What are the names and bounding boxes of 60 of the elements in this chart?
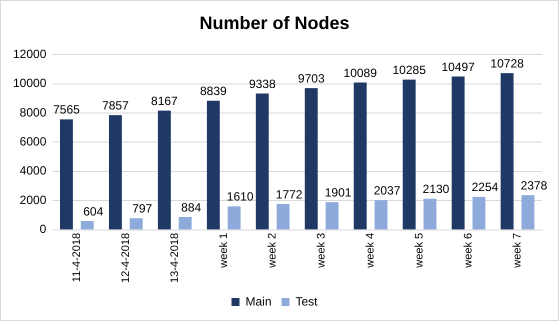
bar <box>178 216 192 230</box>
bar <box>424 198 436 230</box>
data-label: 7857 <box>102 98 130 112</box>
x-tick-label: week 6 <box>462 232 475 269</box>
data-label: 1901 <box>324 185 352 200</box>
data-label: 2130 <box>422 182 450 196</box>
bar <box>256 93 269 230</box>
bar <box>354 82 367 230</box>
y-tick-label: 12000 <box>12 46 47 61</box>
data-label: 10089 <box>344 66 378 80</box>
data-label: 7565 <box>53 102 80 117</box>
y-tick-label: 0 <box>40 222 47 236</box>
bar <box>472 196 486 230</box>
bar <box>304 88 318 230</box>
data-label: 2378 <box>520 178 548 192</box>
y-tick-label: 2000 <box>20 192 47 207</box>
data-label: 10728 <box>490 56 524 70</box>
y-tick-label: 4000 <box>20 164 47 178</box>
data-label: 1610 <box>226 190 254 204</box>
legend-label: Test <box>296 294 318 308</box>
bar <box>206 100 220 230</box>
data-label: 8167 <box>151 94 178 108</box>
x-tick-label: 13-4-2018 <box>168 232 181 284</box>
data-label: 8839 <box>200 84 228 98</box>
x-tick-label: week 5 <box>414 232 426 269</box>
y-tick-label: 10000 <box>12 76 47 90</box>
y-tick-label: 6000 <box>20 134 47 149</box>
bar <box>500 73 514 230</box>
x-tick-label: 12-4-2018 <box>120 232 132 284</box>
bar <box>374 200 388 230</box>
data-label: 1772 <box>276 187 303 202</box>
bar <box>228 206 241 230</box>
bar <box>452 76 465 230</box>
data-label: 2037 <box>374 183 401 198</box>
data-label: 797 <box>132 202 153 216</box>
data-label: 9703 <box>298 71 325 86</box>
bar <box>402 80 416 230</box>
bar <box>60 119 73 230</box>
data-label: 9338 <box>248 76 276 91</box>
data-label: 10497 <box>441 60 476 74</box>
data-label: 604 <box>83 204 104 218</box>
data-label: 2254 <box>472 180 499 194</box>
data-label: 10285 <box>392 62 426 77</box>
bar <box>521 195 534 230</box>
x-tick-label: week 2 <box>266 232 279 269</box>
bar <box>158 110 171 230</box>
legend-label: Main <box>245 294 272 308</box>
x-tick-label: week 4 <box>364 232 377 269</box>
x-tick-label: week 3 <box>316 232 328 269</box>
x-tick-label: 11-4-2018 <box>70 232 83 282</box>
chart-title: Number of Nodes <box>199 12 350 33</box>
bar <box>276 204 290 230</box>
data-label: 884 <box>181 200 202 214</box>
bar <box>80 221 94 230</box>
x-tick-label: week 7 <box>512 232 524 269</box>
y-tick-label: 8000 <box>20 105 47 120</box>
bar <box>130 218 143 230</box>
bar <box>326 202 339 230</box>
bar <box>108 115 122 230</box>
x-tick-label: week 1 <box>218 232 230 269</box>
